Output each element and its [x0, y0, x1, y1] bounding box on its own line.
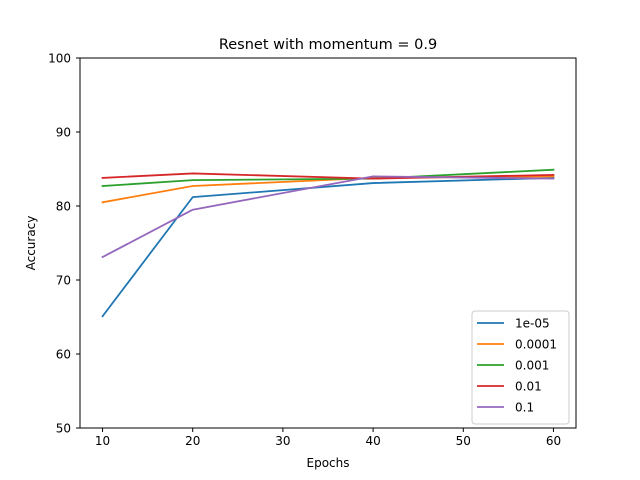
plot-area: [101, 168, 555, 318]
series-line-0.1: [101, 175, 555, 259]
x-tick-label: 40: [365, 434, 380, 448]
legend-label: 0.1: [515, 401, 534, 415]
y-tick-label: 50: [56, 422, 71, 436]
y-tick-label: 80: [56, 200, 71, 214]
legend-label: 0.01: [515, 380, 542, 394]
series-line-0.001: [101, 168, 555, 187]
chart-title: Resnet with momentum = 0.9: [219, 37, 437, 53]
y-tick-label: 70: [56, 274, 71, 288]
legend-label: 0.0001: [515, 338, 557, 352]
legend-box: [471, 310, 570, 425]
legend-label: 0.001: [515, 359, 549, 373]
y-tick-label: 100: [48, 52, 71, 66]
axes-ticks: 10 20 30 40 50 60 50 60 70 80 90 100: [48, 52, 561, 449]
y-tick-label: 90: [56, 126, 71, 140]
y-axis-label: Accuracy: [24, 216, 38, 271]
x-axis-label: Epochs: [307, 456, 350, 470]
axes-frame: [79, 57, 577, 429]
y-tick-label: 60: [56, 348, 71, 362]
series-line-1e-05: [101, 176, 555, 318]
x-tick-label: 30: [275, 434, 290, 448]
x-tick-label: 20: [185, 434, 200, 448]
legend-label: 1e-05: [515, 317, 550, 331]
x-tick-label: 10: [95, 434, 110, 448]
legend: 1e-05 0.0001 0.001 0.01 0.1: [471, 310, 570, 425]
x-tick-label: 50: [456, 434, 471, 448]
x-tick-label: 60: [546, 434, 561, 448]
